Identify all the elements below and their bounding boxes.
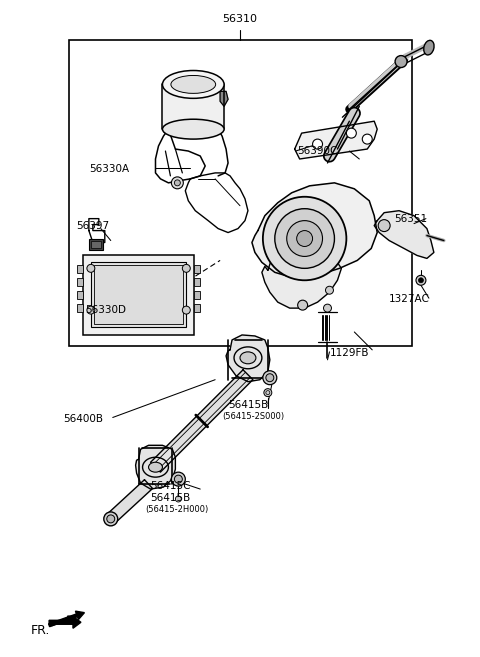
Circle shape [182, 264, 190, 273]
Polygon shape [162, 84, 224, 129]
Text: 1327AC: 1327AC [389, 294, 430, 304]
Text: 56330D: 56330D [85, 305, 126, 315]
Ellipse shape [171, 76, 216, 93]
Circle shape [362, 134, 372, 144]
Bar [94, 265, 183, 324]
Circle shape [347, 128, 356, 138]
Circle shape [419, 278, 423, 283]
Text: (56415-2H000): (56415-2H000) [145, 505, 209, 514]
Bar [77, 304, 83, 312]
Circle shape [263, 196, 347, 281]
Ellipse shape [148, 463, 162, 472]
Bar [77, 279, 83, 286]
Ellipse shape [107, 515, 115, 523]
Polygon shape [252, 183, 377, 279]
Bar [69, 39, 412, 346]
Polygon shape [136, 445, 175, 489]
Text: 56415B: 56415B [228, 399, 268, 409]
Bar [91, 262, 186, 327]
Ellipse shape [424, 40, 434, 55]
Text: 56351: 56351 [394, 214, 427, 223]
Polygon shape [262, 248, 341, 308]
Circle shape [175, 496, 181, 502]
Bar [83, 256, 194, 335]
Text: FR.: FR. [31, 624, 50, 637]
Text: 1129FB: 1129FB [329, 348, 369, 358]
Circle shape [171, 472, 185, 486]
Text: 56310: 56310 [223, 14, 257, 24]
FancyArrow shape [48, 611, 84, 627]
Text: 56390C: 56390C [298, 146, 338, 156]
Text: 56415B: 56415B [151, 493, 191, 503]
Polygon shape [374, 211, 434, 258]
Circle shape [297, 231, 312, 246]
Bar [194, 265, 200, 273]
Ellipse shape [104, 512, 118, 526]
Bar [194, 291, 200, 299]
Polygon shape [107, 480, 153, 523]
Bar [91, 240, 101, 248]
Text: (56415-2S000): (56415-2S000) [222, 411, 284, 420]
Circle shape [87, 264, 95, 273]
Circle shape [266, 374, 274, 382]
Circle shape [378, 219, 390, 231]
Bar [194, 304, 200, 312]
Text: 56330A: 56330A [89, 164, 129, 174]
Polygon shape [220, 91, 228, 106]
Polygon shape [151, 370, 253, 472]
Circle shape [312, 139, 323, 149]
Circle shape [416, 275, 426, 285]
Circle shape [275, 209, 335, 268]
Ellipse shape [395, 56, 407, 68]
Circle shape [171, 177, 183, 189]
Circle shape [264, 389, 272, 397]
Bar [77, 265, 83, 273]
Bar [194, 279, 200, 286]
Text: 56397: 56397 [76, 221, 109, 231]
Circle shape [263, 371, 277, 384]
Circle shape [87, 306, 95, 314]
Text: 56415C: 56415C [151, 481, 191, 491]
Polygon shape [49, 616, 81, 628]
Circle shape [174, 180, 180, 186]
Ellipse shape [162, 70, 224, 99]
Circle shape [182, 306, 190, 314]
Circle shape [174, 475, 182, 483]
Bar [89, 238, 103, 250]
Circle shape [298, 300, 308, 310]
Ellipse shape [162, 119, 224, 139]
Polygon shape [295, 121, 377, 159]
Ellipse shape [240, 352, 256, 364]
Bar [77, 291, 83, 299]
Circle shape [287, 221, 323, 256]
Circle shape [324, 304, 332, 312]
Polygon shape [226, 335, 270, 382]
Circle shape [325, 286, 334, 294]
Text: 56400B: 56400B [63, 415, 103, 424]
